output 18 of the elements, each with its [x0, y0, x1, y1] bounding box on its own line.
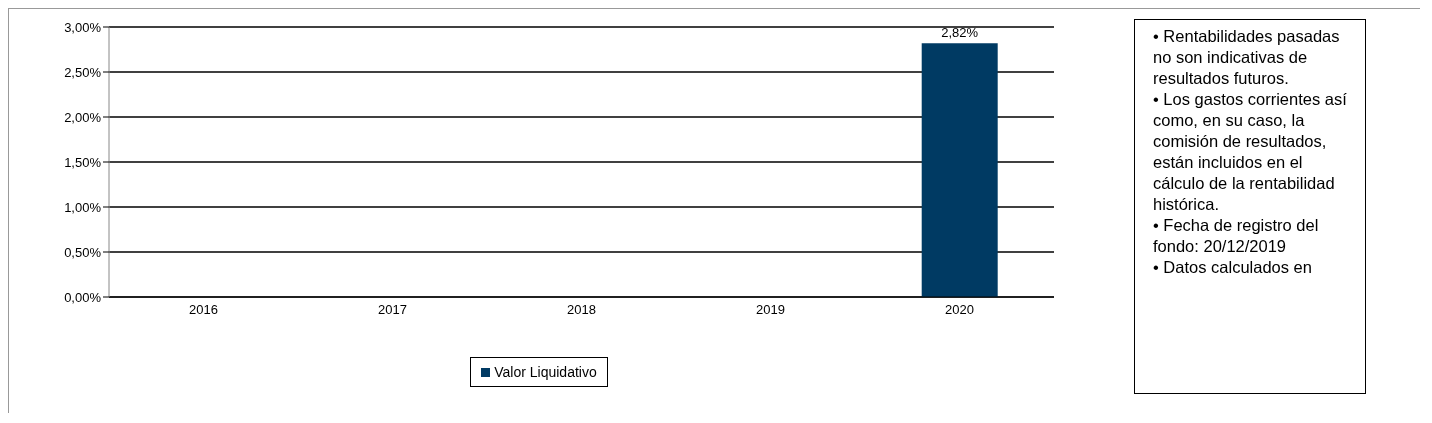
text: • Datos calculados en: [1153, 257, 1313, 278]
x-tick-label: 2017: [378, 302, 407, 318]
text: • Rentabilidades pasadas no son indicativas de resultados futuros.: [1153, 26, 1341, 89]
text: • Fecha de registro del fondo: 20/12/2019: [1153, 215, 1320, 257]
y-tick-label: 0,00%: [64, 289, 102, 305]
y-tick-label: 2,00%: [64, 109, 102, 125]
x-tick-label: 2016: [189, 302, 218, 318]
y-tick-label: 2,50%: [64, 64, 102, 80]
text: • Los gastos corrientes así como, en su caso, la comisión de resultados, están incluidos en el cálculo de la rentabilidad histórica.: [1153, 89, 1348, 215]
y-tick-label: 1,50%: [64, 154, 102, 170]
legend-label: Valor Liquidativo: [493, 364, 597, 380]
data-label: 2,82%: [941, 25, 979, 41]
x-tick-label: 2020: [945, 302, 974, 318]
y-tick-label: 1,00%: [64, 199, 102, 215]
y-tick-label: 0,50%: [64, 244, 102, 260]
x-tick-label: 2018: [567, 302, 596, 318]
x-tick-label: 2019: [756, 302, 785, 318]
y-tick-label: 3,00%: [64, 19, 102, 35]
